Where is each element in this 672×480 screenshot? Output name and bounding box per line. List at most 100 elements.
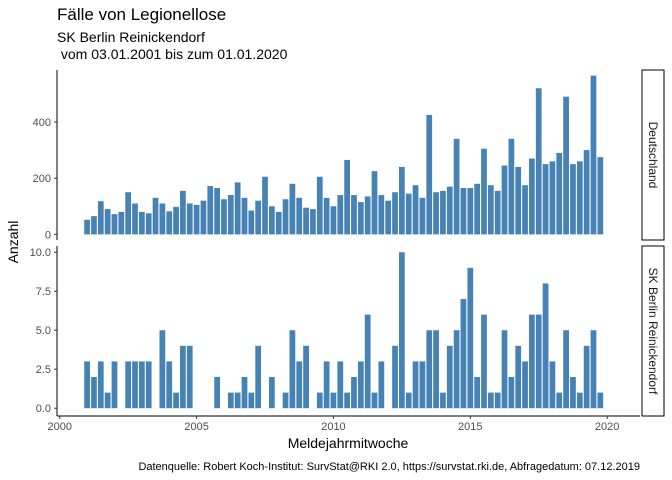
bar — [91, 377, 97, 409]
bar — [344, 159, 351, 235]
bar — [296, 361, 303, 409]
bar — [399, 252, 405, 409]
caption: Datenquelle: Robert Koch-Institut: SurvS… — [138, 461, 640, 473]
bar — [248, 210, 255, 235]
bar — [330, 392, 337, 409]
facet-strip-label: Deutschland — [646, 122, 660, 189]
bar — [535, 314, 542, 409]
y-tick-label: 200 — [33, 173, 51, 185]
y-tick-label: 10.0 — [30, 247, 51, 259]
bar — [515, 166, 522, 235]
bar — [419, 361, 426, 409]
bar — [542, 283, 549, 409]
x-axis: 2000 2005 2010 2015 2020 — [47, 415, 640, 433]
x-tick-label: 2015 — [458, 421, 482, 433]
bar — [138, 361, 145, 409]
chart-subtitle-line2: vom 03.01.2001 bis zum 01.01.2020 — [57, 46, 288, 62]
bar — [166, 211, 173, 235]
panel-deutschland: 0 200 400 Deutschland — [33, 69, 665, 241]
bar — [494, 392, 501, 409]
bar — [371, 171, 378, 235]
bar — [227, 392, 234, 409]
bar — [91, 216, 97, 235]
bar — [97, 201, 104, 235]
y-tick-label: 0 — [45, 229, 51, 241]
bar — [556, 392, 563, 409]
bar — [234, 392, 241, 409]
bar — [412, 185, 419, 235]
bar — [125, 192, 132, 235]
y-axis-title: Anzahl — [5, 221, 21, 264]
x-tick-label: 2020 — [595, 421, 619, 433]
bar — [138, 211, 145, 235]
bar — [364, 196, 371, 235]
bar — [378, 361, 385, 409]
bar — [357, 361, 364, 409]
bar — [453, 138, 460, 235]
bar — [207, 186, 214, 235]
bar — [337, 195, 344, 235]
bar — [364, 314, 371, 409]
bar — [371, 392, 378, 409]
bar — [255, 200, 262, 235]
bar — [460, 188, 467, 235]
chart-subtitle-line1: SK Berlin Reinickendorf — [57, 29, 205, 45]
bar — [535, 88, 542, 235]
bar — [433, 192, 439, 235]
bar — [378, 195, 385, 235]
bar — [152, 197, 159, 235]
bar — [590, 330, 597, 409]
bar — [145, 213, 152, 235]
bar — [549, 161, 556, 235]
x-tick-label: 2010 — [321, 421, 345, 433]
bar — [200, 200, 207, 235]
bar — [173, 206, 179, 235]
bar — [111, 214, 118, 235]
bar — [132, 361, 138, 409]
bar — [446, 186, 453, 235]
facet-strip — [641, 245, 665, 417]
bar — [282, 392, 289, 409]
bar — [405, 392, 412, 409]
bar — [597, 157, 604, 235]
bar — [166, 361, 173, 409]
bar — [111, 361, 118, 409]
bar — [453, 330, 460, 409]
bar — [289, 330, 296, 409]
bar — [248, 392, 255, 409]
y-tick-label: 0.0 — [36, 403, 51, 415]
bar — [351, 377, 357, 409]
bar — [180, 190, 186, 235]
bar — [583, 150, 590, 235]
x-tick-label: 2005 — [184, 421, 208, 433]
y-tick-label: 2.5 — [36, 364, 51, 376]
bar — [316, 392, 323, 409]
bar — [221, 199, 227, 235]
bar — [159, 330, 166, 409]
bar — [323, 197, 330, 235]
bar — [474, 183, 481, 235]
bar — [234, 182, 241, 235]
bar — [268, 206, 275, 235]
bar — [460, 299, 467, 409]
bar — [118, 211, 125, 235]
bar — [563, 330, 569, 409]
facet-strip-label: SK Berlin Reinickendorf — [646, 268, 660, 395]
bar — [337, 361, 344, 409]
facet-strip — [641, 69, 665, 241]
bar — [501, 330, 508, 409]
bar — [303, 345, 309, 409]
bar — [494, 190, 501, 235]
bar — [84, 361, 90, 409]
bar — [426, 114, 433, 235]
bar — [296, 197, 303, 235]
bar — [392, 345, 398, 409]
bar — [84, 219, 90, 235]
y-tick-label: 7.5 — [36, 286, 51, 298]
bar — [159, 203, 166, 235]
bar — [522, 361, 528, 409]
bar — [508, 377, 515, 409]
bar — [241, 377, 248, 409]
bar — [433, 330, 439, 409]
